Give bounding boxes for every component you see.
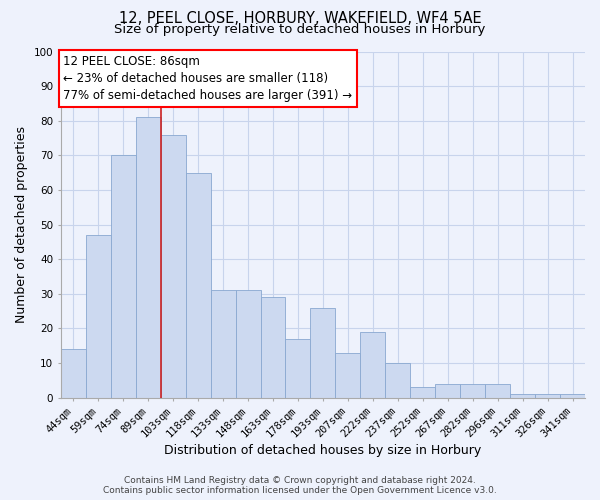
Bar xyxy=(136,118,161,398)
Text: 12 PEEL CLOSE: 86sqm
← 23% of detached houses are smaller (118)
77% of semi-deta: 12 PEEL CLOSE: 86sqm ← 23% of detached h… xyxy=(64,55,353,102)
Bar xyxy=(86,235,111,398)
Bar xyxy=(260,298,286,398)
Bar xyxy=(510,394,535,398)
Y-axis label: Number of detached properties: Number of detached properties xyxy=(15,126,28,323)
Bar xyxy=(410,388,435,398)
Bar xyxy=(185,172,211,398)
Bar xyxy=(485,384,510,398)
Text: 12, PEEL CLOSE, HORBURY, WAKEFIELD, WF4 5AE: 12, PEEL CLOSE, HORBURY, WAKEFIELD, WF4 … xyxy=(119,11,481,26)
Bar xyxy=(560,394,585,398)
Text: Contains HM Land Registry data © Crown copyright and database right 2024.: Contains HM Land Registry data © Crown c… xyxy=(124,476,476,485)
Bar xyxy=(286,339,310,398)
Bar xyxy=(161,134,185,398)
Bar xyxy=(111,156,136,398)
X-axis label: Distribution of detached houses by size in Horbury: Distribution of detached houses by size … xyxy=(164,444,482,458)
Bar xyxy=(335,352,361,398)
Bar xyxy=(460,384,485,398)
Bar xyxy=(61,349,86,398)
Bar xyxy=(361,332,385,398)
Bar xyxy=(236,290,260,398)
Bar xyxy=(535,394,560,398)
Bar xyxy=(435,384,460,398)
Bar xyxy=(310,308,335,398)
Text: Contains public sector information licensed under the Open Government Licence v3: Contains public sector information licen… xyxy=(103,486,497,495)
Text: Size of property relative to detached houses in Horbury: Size of property relative to detached ho… xyxy=(115,22,485,36)
Bar xyxy=(211,290,236,398)
Bar xyxy=(385,363,410,398)
